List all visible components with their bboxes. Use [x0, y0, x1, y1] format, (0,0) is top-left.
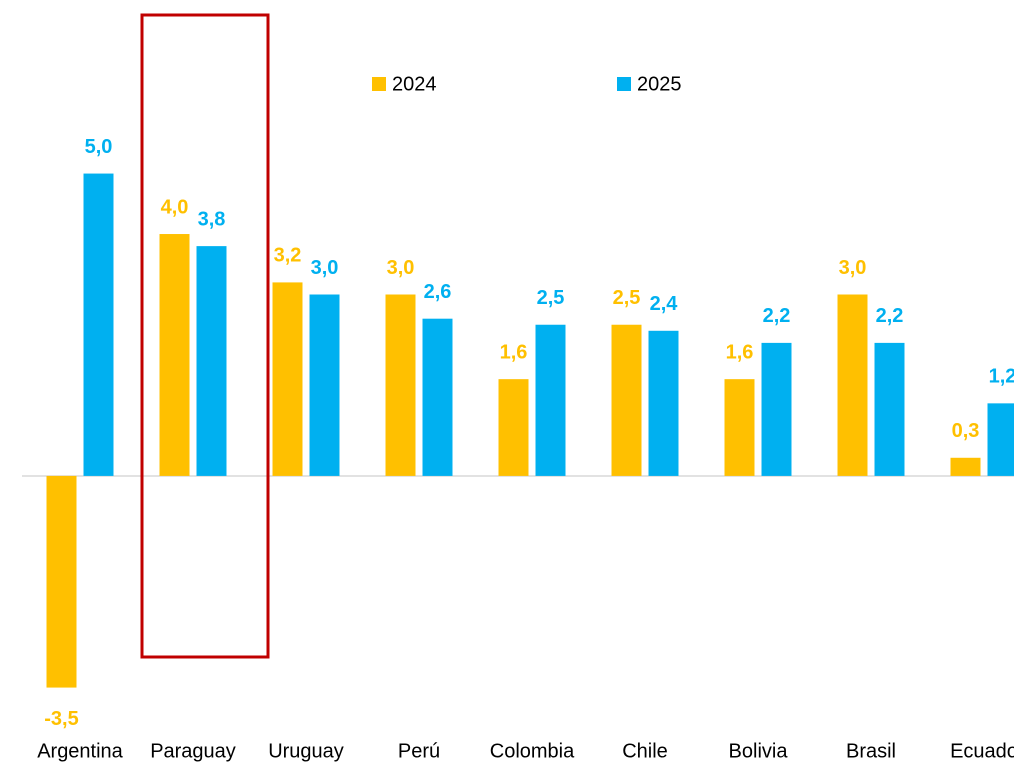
x-tick-label: Uruguay	[268, 740, 344, 762]
x-tick-label: Chile	[622, 740, 668, 762]
bar	[83, 173, 114, 476]
data-label: 4,0	[161, 196, 189, 218]
legend-swatch	[372, 77, 386, 91]
bar	[272, 282, 303, 476]
bar	[535, 324, 566, 476]
data-label: 2,2	[763, 305, 791, 327]
data-label: 1,6	[726, 341, 754, 363]
data-label: 3,8	[198, 208, 226, 230]
bar	[874, 342, 905, 476]
data-label: 1,2	[989, 366, 1014, 388]
bar	[385, 294, 416, 476]
highlight-box	[140, 13, 270, 659]
data-label: 1,6	[500, 341, 528, 363]
legend-swatch	[617, 77, 631, 91]
x-tick-label: Argentina	[37, 740, 123, 762]
data-label: 5,0	[85, 136, 113, 158]
x-tick-label: Ecuado	[950, 740, 1014, 762]
data-label: 3,0	[839, 257, 867, 279]
x-tick-label: Bolivia	[729, 740, 789, 762]
data-label: 3,2	[274, 245, 302, 267]
bar	[309, 294, 340, 476]
x-tick-label: Perú	[398, 740, 440, 762]
data-label: 0,3	[952, 420, 980, 442]
bar	[950, 457, 981, 476]
bar	[987, 403, 1014, 476]
legend-label: 2024	[392, 73, 437, 95]
bar	[46, 475, 77, 688]
data-label: 2,5	[537, 287, 565, 309]
bar	[498, 379, 529, 476]
bar	[761, 342, 792, 476]
bar	[837, 294, 868, 476]
x-tick-label: Paraguay	[150, 740, 236, 762]
data-label: -3,5	[44, 708, 78, 730]
data-label: 2,2	[876, 305, 904, 327]
data-label: 3,0	[387, 257, 415, 279]
bar	[159, 234, 190, 476]
data-label: 2,6	[424, 281, 452, 303]
bar	[196, 246, 227, 476]
x-tick-label: Colombia	[490, 740, 575, 762]
data-label: 3,0	[311, 257, 339, 279]
bar	[422, 318, 453, 476]
data-label: 2,5	[613, 287, 641, 309]
bar	[648, 330, 679, 476]
x-tick-label: Brasil	[846, 740, 896, 762]
legend-label: 2025	[637, 73, 682, 95]
data-label: 2,4	[650, 293, 679, 315]
bar	[724, 379, 755, 476]
bar	[611, 324, 642, 476]
